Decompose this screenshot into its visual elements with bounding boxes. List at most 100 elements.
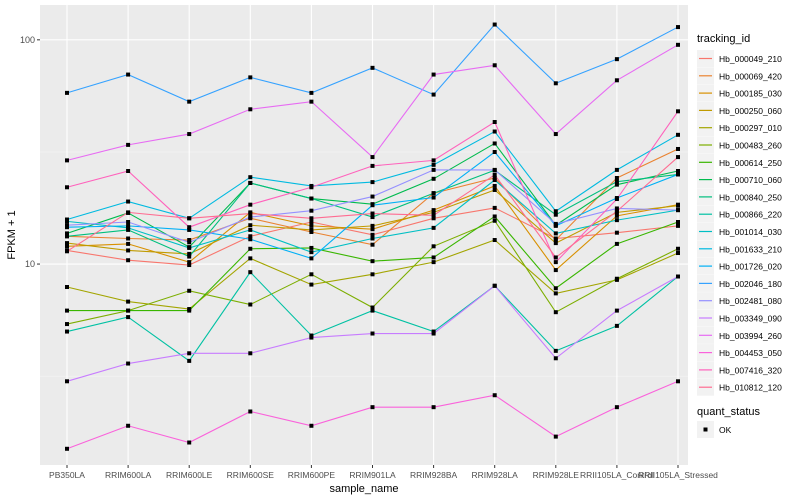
data-point [676,203,680,208]
data-point [676,379,680,384]
data-point [492,141,497,146]
data-point [553,268,558,273]
data-point [614,276,619,281]
data-point [187,251,192,256]
legend-label: Hb_001726_020 [719,262,782,272]
data-point [431,191,436,196]
data-point [65,322,69,327]
data-point [553,356,558,361]
x-tick-label: RRIM600LE [166,470,213,480]
legend-label: Hb_000069_420 [719,71,782,81]
x-tick-label: RRIM600LA [105,470,152,480]
data-point [676,155,680,160]
data-point [370,405,375,410]
data-point [187,227,192,232]
data-point [614,57,619,62]
data-point [309,245,314,250]
data-point [187,260,192,265]
data-point [248,227,253,232]
data-point [65,379,69,384]
data-point [676,25,680,30]
data-point [614,179,619,184]
legend-label: Hb_000614_250 [719,158,782,168]
data-point [248,234,253,239]
legend-label: Hb_004453_050 [719,348,782,358]
data-point [126,199,131,204]
legend-label: Hb_000049_210 [719,54,782,64]
data-point [126,210,131,215]
data-point [370,211,375,216]
data-point [492,205,497,210]
data-point [492,150,497,155]
data-point [676,220,680,225]
data-point [370,232,375,237]
legend-item: Hb_000185_030 [697,84,782,102]
legend-item: Hb_000710_060 [697,171,782,189]
data-point [676,169,680,174]
x-axis-title: sample_name [329,483,398,495]
legend-item: Hb_000069_420 [697,67,782,85]
legend-label: Hb_000840_250 [719,192,782,202]
legend-item: Hb_000614_250 [697,153,782,171]
legend-label: Hb_007416_320 [719,365,782,375]
data-point [614,206,619,211]
legend-label: Hb_002481_080 [719,296,782,306]
data-point [492,393,497,398]
data-point [187,440,192,445]
data-point [309,423,314,428]
data-point [492,120,497,125]
x-tick-label: RRIM600SE [227,470,275,480]
data-point [431,331,436,336]
data-point [187,308,192,313]
data-point [248,246,253,251]
data-point [614,209,619,214]
data-point [248,256,253,261]
data-point [431,72,436,77]
data-point [431,244,436,249]
legend-item: Hb_004453_050 [697,344,782,362]
legend-item: Hb_000866_220 [697,205,782,223]
data-point [614,218,619,223]
data-point [553,241,558,246]
data-point [187,216,192,221]
data-point [309,282,314,287]
data-point [614,241,619,246]
data-point [614,308,619,313]
data-point [431,216,436,221]
data-point [492,172,497,177]
data-point [65,244,69,249]
data-point [126,299,131,304]
data-point [309,250,314,255]
data-point [309,220,314,225]
shape-legend-label: OK [719,425,732,435]
data-point [676,208,680,213]
square-point-icon [703,427,708,432]
data-point [614,167,619,172]
legend-item: Hb_007416_320 [697,361,782,379]
data-point [187,254,192,259]
legend-label: Hb_000185_030 [719,89,782,99]
data-point [431,213,436,218]
data-point [553,209,558,214]
x-tick-label: RRIM928BA [410,470,458,480]
data-point [431,195,436,200]
legend-title: tracking_id [697,33,750,45]
data-point [676,109,680,114]
data-point [370,194,375,199]
data-point [309,90,314,95]
legend-item: Hb_003349_090 [697,309,782,327]
data-point [65,446,69,451]
legend-item: Hb_001633_210 [697,240,782,258]
data-point [370,227,375,232]
data-point [248,351,253,356]
data-point [126,227,131,232]
data-point [370,272,375,277]
data-point [126,223,131,228]
data-point [553,212,558,217]
data-point [370,305,375,310]
data-point [492,238,497,243]
data-point [248,107,253,112]
data-point [65,234,69,239]
data-point [65,329,69,334]
